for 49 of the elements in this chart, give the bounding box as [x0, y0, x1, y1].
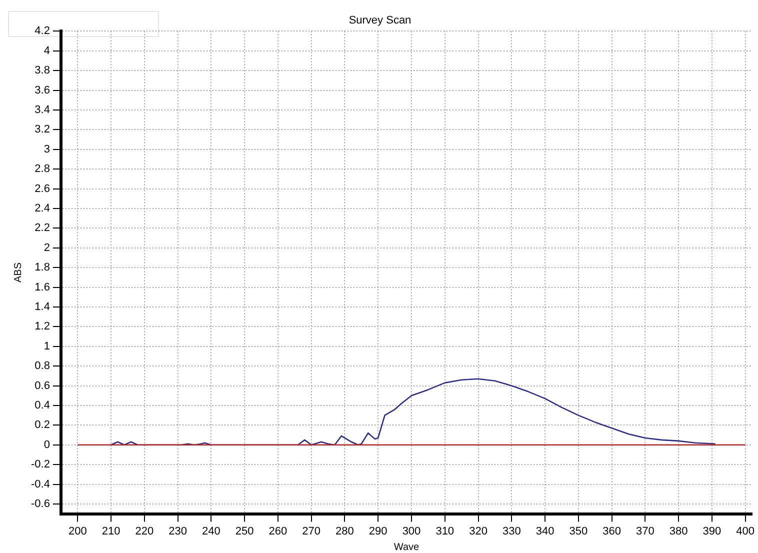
y-tick-label: 3 — [44, 143, 50, 156]
y-tick-label: 2.6 — [34, 182, 50, 195]
x-axis-title: Wave — [394, 542, 420, 553]
y-tick-label: 2 — [44, 242, 50, 254]
y-tick-label: 3.4 — [34, 104, 50, 116]
y-tick-label: 0.8 — [34, 360, 50, 372]
x-tick-label: 290 — [368, 525, 388, 538]
y-tick-label: 3.6 — [34, 84, 50, 96]
y-tick-label: 4 — [44, 44, 50, 57]
x-tick-label: 310 — [436, 525, 454, 538]
x-tick-label: 350 — [569, 525, 588, 538]
x-tick-label: 400 — [736, 525, 755, 538]
y-tick-label: 1.6 — [34, 281, 50, 294]
x-tick-label: 260 — [268, 525, 288, 538]
y-tick-label: 0.6 — [34, 380, 50, 392]
y-tick-label: 1.8 — [34, 262, 50, 274]
x-tick-label: 230 — [168, 525, 187, 538]
x-tick-label: 250 — [235, 525, 254, 538]
x-tick-label: 380 — [669, 525, 688, 538]
y-tick-label: 4.2 — [34, 25, 50, 38]
x-tick-label: 210 — [102, 525, 120, 538]
x-tick-label: 370 — [636, 525, 654, 538]
x-tick-label: 240 — [202, 525, 220, 538]
y-tick-label: 1 — [44, 340, 50, 352]
y-axis-title: ABS — [12, 262, 24, 283]
x-tick-label: 340 — [536, 525, 554, 538]
y-tick-label: 1.2 — [34, 320, 50, 333]
x-tick-label: 270 — [302, 525, 321, 538]
y-tick-label: 3.8 — [34, 64, 50, 77]
x-tick-label: 200 — [68, 525, 87, 538]
chart-title: Survey Scan — [348, 14, 412, 27]
y-tick-label: 2.8 — [34, 163, 50, 176]
x-tick-label: 220 — [135, 525, 154, 538]
y-tick-label: 1.4 — [34, 301, 50, 314]
y-tick-label: -0.2 — [30, 458, 50, 471]
y-tick-label: 2.4 — [34, 202, 50, 215]
y-tick-label: 0 — [44, 438, 50, 451]
x-tick-label: 390 — [702, 525, 722, 538]
x-tick-label: 300 — [402, 525, 421, 538]
y-tick-label: 0.4 — [34, 399, 50, 412]
y-tick-label: 0.2 — [34, 419, 50, 432]
y-tick-label: 2.2 — [34, 222, 50, 234]
y-tick-label: -0.6 — [30, 498, 50, 510]
y-tick-label: 3.2 — [34, 124, 50, 136]
y-tick-label: -0.4 — [30, 478, 50, 490]
x-tick-label: 330 — [502, 525, 521, 538]
x-tick-label: 360 — [602, 525, 621, 538]
x-tick-label: 320 — [469, 525, 488, 538]
x-tick-label: 280 — [336, 525, 354, 538]
